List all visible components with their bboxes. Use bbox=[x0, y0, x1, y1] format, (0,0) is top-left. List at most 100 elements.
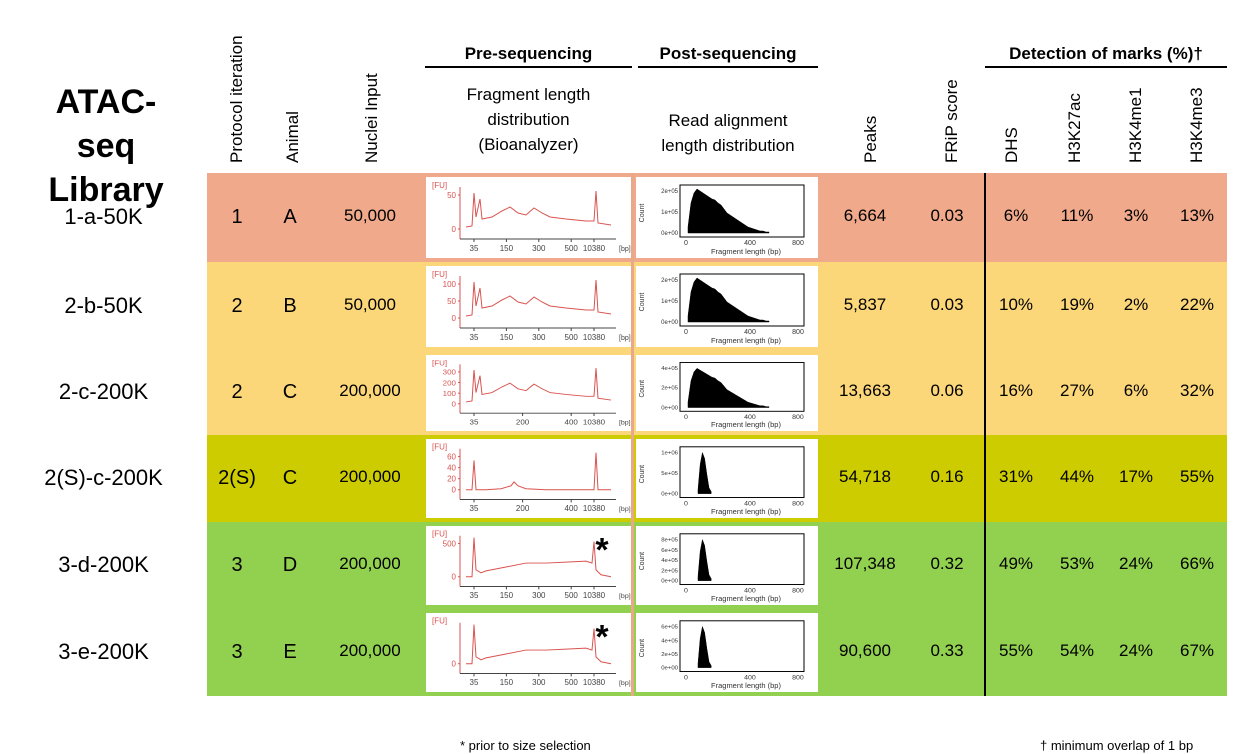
fragment-header-line2: distribution bbox=[487, 110, 570, 129]
read-length-plot: 6e+05 4e+05 2e+05 0e+00 Count 0 400 800 Fragment… bbox=[639, 620, 805, 690]
footnote-minimum-overlap: † minimum overlap of 1 bp bbox=[1040, 738, 1194, 753]
post-sequencing-rule bbox=[638, 66, 818, 68]
hist-y-tick-label: 0e+00 bbox=[661, 320, 679, 326]
h3k4me1-value: 24% bbox=[1118, 640, 1154, 660]
read-length-plot: 2e+05 1e+05 0e+00 Count 0 400 800 Fragment leng… bbox=[639, 273, 805, 345]
bioanalyzer-thumbnail: [FU] 50 0 35 150 300 500 10380 [bp] bbox=[426, 177, 631, 258]
bioanalyzer-trace bbox=[466, 537, 612, 578]
bio-bp-label: [bp] bbox=[619, 593, 631, 600]
bioanalyzer-thumbnail: [FU] 500 0 35 150 300 500 10380 [bp] * bbox=[426, 526, 631, 605]
frip-score-value: 0.32 bbox=[930, 553, 964, 573]
hist-x-tick-label: 800 bbox=[792, 674, 804, 681]
dhs-value: 10% bbox=[998, 294, 1034, 314]
dhs-value: 55% bbox=[998, 640, 1034, 660]
bio-x-tick-label: 400 bbox=[565, 504, 579, 513]
read-length-histogram bbox=[697, 451, 712, 494]
hist-y-tick-label: 4e+05 bbox=[661, 638, 679, 644]
bio-x-tick-label: 150 bbox=[500, 333, 514, 342]
read-length-plot: 1e+06 5e+05 0e+00 Count 0 400 800 Fragment leng… bbox=[639, 446, 805, 516]
size-selection-asterisk: * bbox=[595, 619, 609, 656]
read-length-thumbnail: 6e+05 4e+05 2e+05 0e+00 Count 0 400 800 Fragment… bbox=[636, 613, 818, 692]
hist-frame bbox=[679, 273, 805, 327]
hist-count-label: Count bbox=[639, 639, 646, 657]
read-length-plot: 2e+05 1e+05 0e+00 Count 0 400 800 Fragment leng… bbox=[639, 184, 805, 256]
hist-y-tick-label: 1e+06 bbox=[661, 451, 679, 457]
bioanalyzer-thumbnail: [FU] 100 50 0 35 150 300 500 10380 [bp] bbox=[426, 266, 631, 347]
bioanalyzer-trace bbox=[465, 368, 612, 403]
frip-score-value: 0.03 bbox=[930, 294, 964, 314]
header-dhs: DHS bbox=[1002, 127, 1021, 163]
hist-x-tick-label: 400 bbox=[744, 674, 756, 681]
hist-x-axis-label: Fragment length (bp) bbox=[711, 507, 781, 516]
hist-y-tick-label: 2e+05 bbox=[661, 278, 679, 284]
read-length-thumbnail: 1e+06 5e+05 0e+00 Count 0 400 800 Fragment leng… bbox=[636, 439, 818, 518]
bio-x-tick-label: 150 bbox=[500, 678, 514, 687]
bio-x-tick-label: 500 bbox=[565, 591, 579, 600]
hist-count-label: Count bbox=[639, 552, 646, 570]
bio-y-tick-label: 0 bbox=[452, 314, 457, 323]
bio-y-tick-label: 40 bbox=[447, 464, 457, 473]
bio-x-tick-label: 10380 bbox=[583, 591, 606, 600]
bio-x-tick-label: 10380 bbox=[583, 244, 606, 253]
hist-count-label: Count bbox=[639, 293, 646, 312]
bio-x-tick-label: 35 bbox=[470, 333, 479, 342]
dhs-value: 16% bbox=[998, 381, 1034, 400]
library-title-line2: Library bbox=[48, 171, 164, 209]
bio-x-tick-label: 35 bbox=[470, 418, 479, 427]
h3k27ac-value: 19% bbox=[1059, 294, 1095, 314]
pre-sequencing-rule bbox=[425, 66, 632, 68]
frip-score-value: 0.16 bbox=[930, 466, 964, 486]
nuclei-input-value: 50,000 bbox=[344, 294, 396, 314]
hist-x-axis-label: Fragment length (bp) bbox=[711, 681, 781, 690]
bio-y-tick-label: 0 bbox=[452, 400, 456, 409]
hist-y-tick-label: 0e+00 bbox=[661, 666, 679, 672]
read-length-plot: 4e+05 2e+05 0e+00 Count 0 400 800 Fragment leng… bbox=[639, 362, 805, 429]
read-length-histogram bbox=[687, 188, 770, 234]
animal-value: C bbox=[282, 381, 298, 403]
bio-y-tick-label: 500 bbox=[443, 540, 457, 549]
hist-frame bbox=[679, 533, 805, 586]
dhs-value: 49% bbox=[998, 553, 1034, 573]
fragment-header-line1: Fragment length bbox=[466, 85, 591, 104]
bioanalyzer-plot: [FU] 0 35 150 300 500 10380 [bp] * bbox=[432, 617, 631, 687]
bio-x-tick-label: 10380 bbox=[583, 418, 605, 427]
header-h3k4me3: H3K4me3 bbox=[1187, 87, 1206, 163]
h3k4me1-value: 3% bbox=[1123, 205, 1149, 225]
hist-count-label: Count bbox=[639, 465, 646, 483]
protocol-iteration-value: 3 bbox=[231, 640, 243, 663]
protocol-iteration-value: 3 bbox=[231, 553, 243, 576]
bio-fu-label: [FU] bbox=[432, 270, 447, 279]
hist-y-tick-label: 6e+05 bbox=[661, 625, 679, 631]
bioanalyzer-trace bbox=[466, 452, 611, 491]
bio-bp-label: [bp] bbox=[619, 335, 631, 342]
peaks-value: 5,837 bbox=[843, 294, 887, 314]
bio-x-tick-label: 500 bbox=[565, 678, 579, 687]
bio-bp-label: [bp] bbox=[619, 506, 631, 513]
frip-score-value: 0.06 bbox=[930, 381, 964, 400]
animal-value: E bbox=[283, 640, 297, 663]
hist-y-tick-label: 4e+05 bbox=[661, 366, 678, 372]
peaks-value: 13,663 bbox=[839, 381, 891, 400]
bioanalyzer-trace bbox=[466, 624, 612, 665]
bio-x-tick-label: 300 bbox=[532, 333, 546, 342]
hist-x-tick-label: 0 bbox=[684, 414, 688, 421]
bio-x-tick-label: 300 bbox=[532, 244, 546, 253]
hist-y-tick-label: 0e+00 bbox=[661, 406, 678, 412]
bio-x-tick-label: 500 bbox=[565, 333, 579, 342]
read-length-thumbnail: 2e+05 1e+05 0e+00 Count 0 400 800 Fragment leng… bbox=[636, 177, 818, 258]
library-column-title: ATAC-seq Library bbox=[36, 80, 176, 212]
bio-x-tick-label: 35 bbox=[470, 591, 480, 600]
hist-x-axis-label: Fragment length (bp) bbox=[711, 336, 782, 345]
h3k4me3-value: 32% bbox=[1179, 381, 1215, 400]
h3k27ac-value: 54% bbox=[1059, 640, 1095, 660]
hist-x-tick-label: 0 bbox=[684, 329, 688, 336]
bio-x-tick-label: 200 bbox=[516, 418, 529, 427]
read-length-thumbnail: 4e+05 2e+05 0e+00 Count 0 400 800 Fragment leng… bbox=[636, 355, 818, 431]
h3k4me3-value: 13% bbox=[1179, 205, 1215, 225]
header-peaks: Peaks bbox=[861, 115, 880, 163]
nuclei-input-value: 200,000 bbox=[339, 553, 401, 573]
library-name: 3-d-200K bbox=[58, 551, 149, 577]
header-detection-of-marks: Detection of marks (%)† bbox=[1009, 44, 1203, 63]
